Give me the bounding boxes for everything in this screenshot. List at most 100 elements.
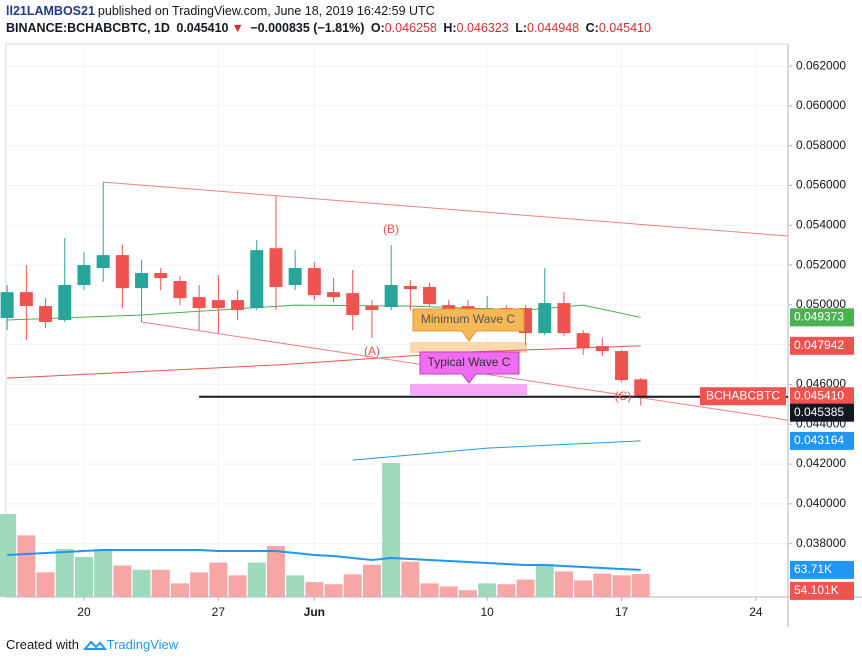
candle-body xyxy=(39,306,53,322)
y-tick-label: 0.050000 xyxy=(796,297,846,311)
y-tick-label: 0.046000 xyxy=(796,377,846,391)
wave-label: (C) xyxy=(615,389,632,403)
callout-text: Typical Wave C xyxy=(428,355,511,369)
volume-bar xyxy=(170,583,189,597)
footer: Created with TradingView xyxy=(6,637,178,653)
candle-body xyxy=(423,286,437,305)
volume-bar xyxy=(151,569,170,597)
volume-bar xyxy=(612,575,631,597)
candle-body xyxy=(327,292,341,298)
candle-body xyxy=(173,281,187,299)
x-tick-label: 10 xyxy=(480,605,494,619)
l-value: 0.044948 xyxy=(527,21,580,35)
volume-bar xyxy=(17,535,36,597)
volume-bar xyxy=(113,565,132,597)
volume-bar xyxy=(324,584,343,597)
candle-body xyxy=(307,268,321,296)
price-tag xyxy=(790,581,854,600)
candle-body xyxy=(0,292,14,319)
y-tick-label: 0.058000 xyxy=(796,138,846,152)
volume-bar xyxy=(209,562,228,597)
volume-bar xyxy=(593,573,612,597)
change: −0.000835 (−1.81%) xyxy=(250,21,365,35)
callout xyxy=(412,308,525,342)
volume-ma xyxy=(7,548,641,571)
price-tag-label: 0.045385 xyxy=(794,405,844,419)
volume-bar xyxy=(439,586,458,597)
published: published on TradingView.com, June 18, 2… xyxy=(97,4,435,18)
moving-average xyxy=(352,440,641,461)
candle-body xyxy=(211,300,225,309)
volume-bar xyxy=(74,557,93,597)
candle-body xyxy=(231,300,245,311)
brand-logo xyxy=(82,640,107,650)
candle-body xyxy=(595,346,609,352)
candle-body xyxy=(115,255,129,289)
candle-body xyxy=(19,292,33,307)
x-tick-label: 24 xyxy=(749,605,763,619)
volume-bar xyxy=(401,561,420,597)
price-tag xyxy=(790,403,854,422)
volume-bar xyxy=(516,579,535,597)
candle-body xyxy=(96,255,110,269)
volume-bar xyxy=(554,571,573,597)
price-tag xyxy=(790,431,854,450)
volume-bar xyxy=(266,545,285,597)
candle-body xyxy=(403,285,417,290)
candle-body xyxy=(58,284,72,321)
y-tick-label: 0.062000 xyxy=(796,58,846,72)
header-line: ll21LAMBOS21 published on TradingView.com… xyxy=(6,4,438,18)
candle-body xyxy=(288,268,302,285)
y-tick-label: 0.056000 xyxy=(796,178,846,192)
price-tag xyxy=(790,308,854,327)
created-with: Created with xyxy=(6,637,79,652)
volume-bar xyxy=(305,582,324,597)
candle-body xyxy=(154,273,168,279)
volume-bar xyxy=(286,575,305,597)
l-label: L: xyxy=(515,21,527,35)
volume-bar xyxy=(382,463,401,597)
y-tick-label: 0.040000 xyxy=(796,496,846,510)
o-label: O: xyxy=(370,21,385,35)
volume-bar xyxy=(631,573,650,597)
volume-bar xyxy=(36,572,55,597)
moving-average xyxy=(7,345,641,379)
volume-bar xyxy=(228,575,247,597)
symbol-tag-label: BCHABCBTC xyxy=(706,388,780,402)
candle-body xyxy=(576,333,590,349)
candle-body xyxy=(269,248,283,287)
candle-body xyxy=(384,284,398,308)
y-tick-label: 0.054000 xyxy=(796,217,846,231)
candle-body xyxy=(135,273,149,289)
minimum-band xyxy=(410,342,527,353)
candle-body xyxy=(634,379,648,397)
candle-body xyxy=(365,306,379,311)
candle-body xyxy=(192,297,206,309)
symbol-line: BINANCE:BCHABCBTC, 1D 0.045410 ▼ −0.00083… xyxy=(6,21,654,35)
volume-bar xyxy=(535,563,554,597)
x-tick-label: Jun xyxy=(304,605,325,619)
callout-text: Minimum Wave C xyxy=(421,312,516,326)
y-tick-label: 0.038000 xyxy=(796,536,846,550)
author[interactable]: ll21LAMBOS21 xyxy=(6,4,95,18)
wave-label: (B) xyxy=(383,222,399,236)
y-tick-label: 0.042000 xyxy=(796,456,846,470)
volume-bar xyxy=(478,583,497,597)
x-tick-label: 17 xyxy=(615,605,629,619)
brand[interactable]: TradingView xyxy=(106,637,179,652)
trendline xyxy=(103,181,789,237)
h-label: H: xyxy=(443,21,457,35)
price-tag-label: 0.045410 xyxy=(794,388,844,402)
callout xyxy=(419,351,520,384)
o-value: 0.046258 xyxy=(384,21,437,35)
volume-bar xyxy=(55,548,74,597)
volume-bar xyxy=(574,580,593,597)
symbol-tag xyxy=(700,387,786,406)
volume-bar xyxy=(458,590,477,597)
volume-bar xyxy=(94,548,113,597)
price-tag xyxy=(790,560,854,579)
candle-body xyxy=(250,250,264,309)
price-tag-label: 63.71K xyxy=(794,562,832,576)
